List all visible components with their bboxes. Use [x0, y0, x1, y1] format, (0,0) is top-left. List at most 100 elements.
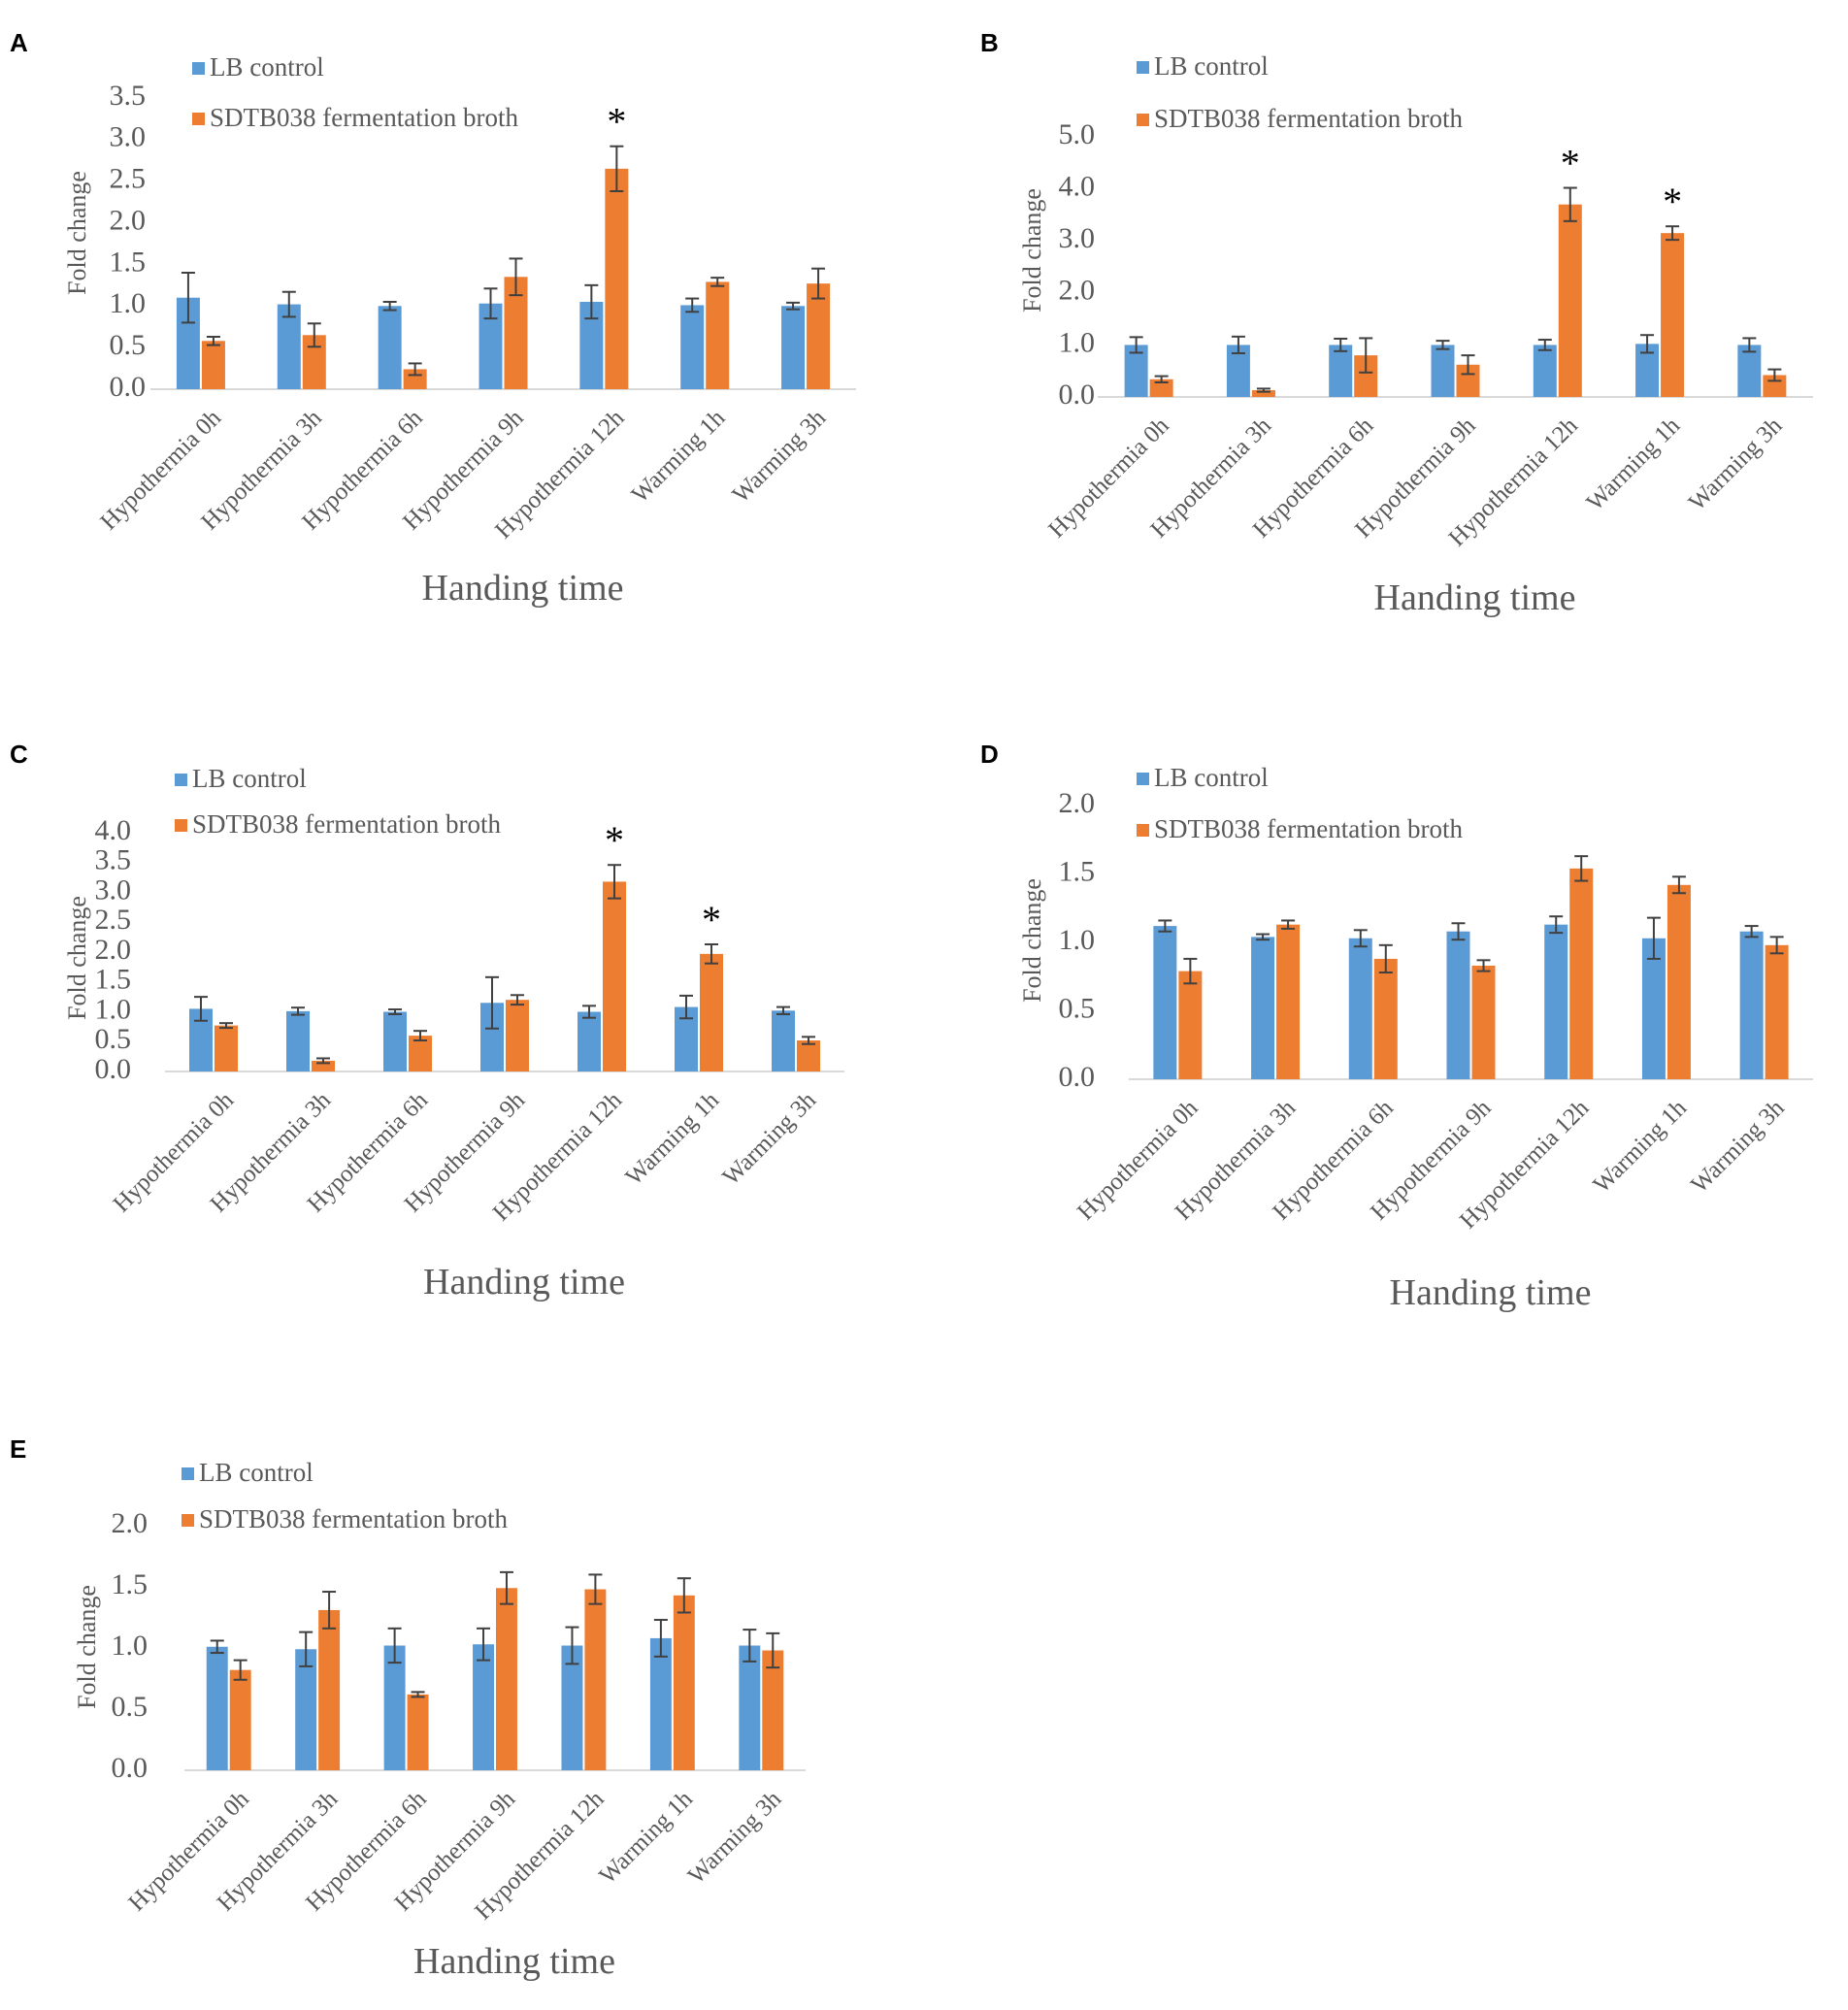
control-error-bar-2 [281, 290, 296, 318]
control-error-bar-2 [1256, 933, 1270, 941]
y-tick-label: 2.5 [110, 163, 147, 195]
y-axis-title: Fold change [1018, 188, 1046, 313]
legend-label-treatment: SDTB038 fermentation broth [192, 809, 501, 839]
control-bar-5 [578, 1011, 601, 1071]
panel-label: D [980, 740, 999, 769]
legend-label-treatment: SDTB038 fermentation broth [1154, 814, 1463, 843]
y-tick-label: 3.0 [95, 873, 132, 906]
y-tick-label: 2.0 [1059, 275, 1096, 307]
legend: LB control SDTB038 fermentation broth [1137, 763, 1463, 843]
treatment-error-bar-2 [322, 1591, 337, 1630]
legend-swatch-control [192, 62, 205, 75]
significance-marker: * [607, 100, 626, 144]
significance-marker: * [605, 818, 624, 862]
control-error-bar-2 [1231, 335, 1245, 354]
treatment-error-bar-3 [1378, 943, 1393, 974]
control-bar-6 [680, 305, 705, 389]
y-tick-label: 1.0 [95, 993, 132, 1025]
control-error-bar-6 [685, 297, 700, 313]
x-axis-title: Handing time [422, 568, 624, 609]
treatment-error-bar-4 [511, 994, 524, 1006]
treatment-bar-7 [807, 283, 831, 389]
x-category-label: Warming 1h [1589, 1095, 1693, 1199]
y-axis-title: Fold change [63, 171, 91, 295]
y-tick-label: 0.5 [112, 1691, 148, 1723]
treatment-bar-1 [201, 341, 225, 389]
treatment-error-bar-7 [1769, 936, 1784, 955]
treatment-bar-2 [1276, 924, 1301, 1079]
panel-label: A [10, 28, 28, 57]
treatment-error-bar-4 [509, 257, 523, 297]
control-error-bar-2 [299, 1631, 314, 1667]
x-axis-title: Handing time [423, 1262, 625, 1302]
legend-label-treatment: SDTB038 fermentation broth [1154, 104, 1463, 133]
treatment-error-bar-3 [1359, 337, 1373, 374]
x-category-label: Warming 1h [594, 1786, 698, 1890]
treatment-bar-1 [1149, 379, 1173, 397]
treatment-bar-3 [407, 1694, 429, 1770]
y-tick-label: 2.0 [95, 934, 132, 966]
y-tick-label: 2.0 [110, 204, 147, 236]
x-axis-title: Handing time [1374, 577, 1576, 618]
treatment-bar-6 [1661, 233, 1685, 397]
y-tick-label: 3.5 [95, 844, 132, 876]
y-axis-title: Fold change [1018, 878, 1046, 1003]
x-category-label: Warming 3h [718, 1087, 822, 1191]
control-error-bar-1 [1129, 336, 1143, 354]
treatment-bar-2 [1251, 390, 1275, 397]
x-category-label: Warming 3h [728, 405, 832, 509]
control-error-bar-5 [584, 283, 599, 320]
control-error-bar-4 [1451, 922, 1466, 941]
y-tick-label: 1.0 [1059, 924, 1096, 956]
control-error-bar-6 [653, 1619, 668, 1658]
treatment-bar-5 [605, 168, 629, 389]
control-error-bar-3 [1334, 337, 1348, 352]
treatment-bar-4 [506, 1000, 529, 1071]
x-axis-title: Handing time [1390, 1272, 1592, 1313]
legend-swatch-treatment [175, 819, 187, 832]
treatment-bar-4 [496, 1588, 517, 1770]
control-bar-7 [781, 306, 806, 389]
treatment-error-bar-2 [307, 322, 321, 348]
legend-swatch-control [1137, 61, 1149, 74]
control-bar-5 [1544, 924, 1568, 1079]
y-axis-title: Fold change [63, 896, 91, 1020]
treatment-bar-5 [1558, 204, 1582, 397]
bars [1153, 855, 1789, 1079]
control-error-bar-4 [485, 975, 499, 1030]
y-tick-labels: 0.0 1.0 2.0 3.0 4.0 5.0 [1059, 118, 1096, 411]
treatment-bar-7 [797, 1040, 820, 1071]
control-error-bar-1 [194, 996, 208, 1022]
y-tick-label: 4.0 [95, 814, 132, 846]
bars: * [176, 100, 831, 389]
treatment-bar-3 [409, 1036, 432, 1071]
treatment-bar-5 [603, 881, 626, 1071]
x-axis-title: Handing time [413, 1941, 615, 1982]
control-bar-3 [383, 1645, 406, 1770]
legend-swatch-treatment [1137, 824, 1149, 837]
treatment-error-bar-5 [610, 145, 624, 192]
y-tick-label: 3.0 [110, 121, 147, 153]
control-error-bar-3 [387, 1627, 402, 1664]
y-tick-label: 4.0 [1059, 170, 1096, 202]
treatment-error-bar-2 [316, 1057, 330, 1065]
treatment-bar-1 [1178, 971, 1203, 1079]
treatment-error-bar-7 [811, 267, 826, 300]
control-error-bar-4 [1436, 340, 1450, 350]
legend-swatch-control [1137, 773, 1149, 785]
control-bar-2 [277, 304, 301, 389]
significance-marker: * [1561, 142, 1580, 185]
control-error-bar-5 [1537, 339, 1552, 351]
treatment-error-bar-4 [1476, 959, 1491, 972]
control-bar-2 [295, 1649, 317, 1770]
y-tick-label: 1.0 [112, 1630, 148, 1662]
control-error-bar-1 [210, 1639, 224, 1655]
control-bar-4 [473, 1644, 494, 1770]
y-tick-label: 0.0 [112, 1752, 148, 1784]
y-tick-label: 0.5 [110, 329, 147, 361]
y-tick-label: 0.5 [95, 1023, 132, 1055]
